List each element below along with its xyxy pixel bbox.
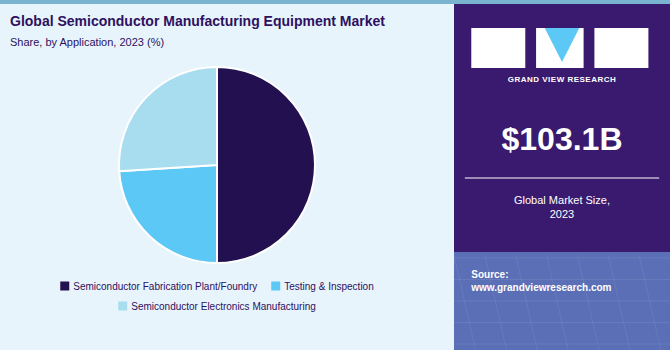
subtitle: Share, by Application, 2023 (%)	[10, 36, 164, 48]
logo-mark	[545, 28, 580, 62]
decor-line	[454, 344, 670, 345]
title: Global Semiconductor Manufacturing Equip…	[10, 13, 385, 29]
legend-swatch	[118, 302, 127, 311]
panel-background	[454, 0, 670, 350]
market-size: $103.1B	[502, 121, 623, 157]
brand: GRAND VIEW RESEARCH	[508, 75, 617, 84]
info-panel: GRAND VIEW RESEARCH $103.1B Global Market …	[454, 0, 670, 350]
logo-block	[536, 28, 584, 68]
legend-item: Testing & Inspection	[271, 281, 374, 292]
legend-item: Semiconductor Electronics Manufacturing	[118, 301, 316, 312]
slice	[217, 67, 315, 263]
decor-line	[454, 301, 670, 302]
slice	[119, 165, 217, 263]
top-bar	[454, 0, 670, 4]
legend-swatch	[271, 282, 280, 291]
legend-item: Semiconductor Fabrication Plant/Foundry	[60, 281, 257, 292]
decor-line	[577, 255, 599, 350]
legend-swatch	[60, 282, 69, 291]
chart: Global Semiconductor Manufacturing Equip…	[0, 0, 670, 350]
logo-block	[594, 28, 648, 68]
pie	[119, 67, 315, 263]
decor-line	[547, 255, 569, 350]
decor-line	[639, 255, 661, 350]
logo-block	[471, 28, 525, 68]
panel-footer	[454, 252, 670, 350]
legend-label: Semiconductor Fabrication Plant/Foundry	[73, 281, 257, 292]
divider	[465, 178, 659, 179]
decor-line	[608, 255, 630, 350]
market-size-label: Global Market Size,2023	[514, 194, 610, 220]
slice	[119, 67, 217, 171]
legend: Semiconductor Fabrication Plant/Foundry T…	[60, 281, 373, 312]
decor-line	[454, 258, 670, 259]
source: Source:www.grandviewresearch.com	[470, 269, 611, 293]
background	[0, 0, 454, 350]
decor-line	[516, 255, 538, 350]
legend-label: Semiconductor Electronics Manufacturing	[131, 301, 316, 312]
top-bar	[0, 0, 454, 4]
legend-label: Testing & Inspection	[284, 281, 374, 292]
